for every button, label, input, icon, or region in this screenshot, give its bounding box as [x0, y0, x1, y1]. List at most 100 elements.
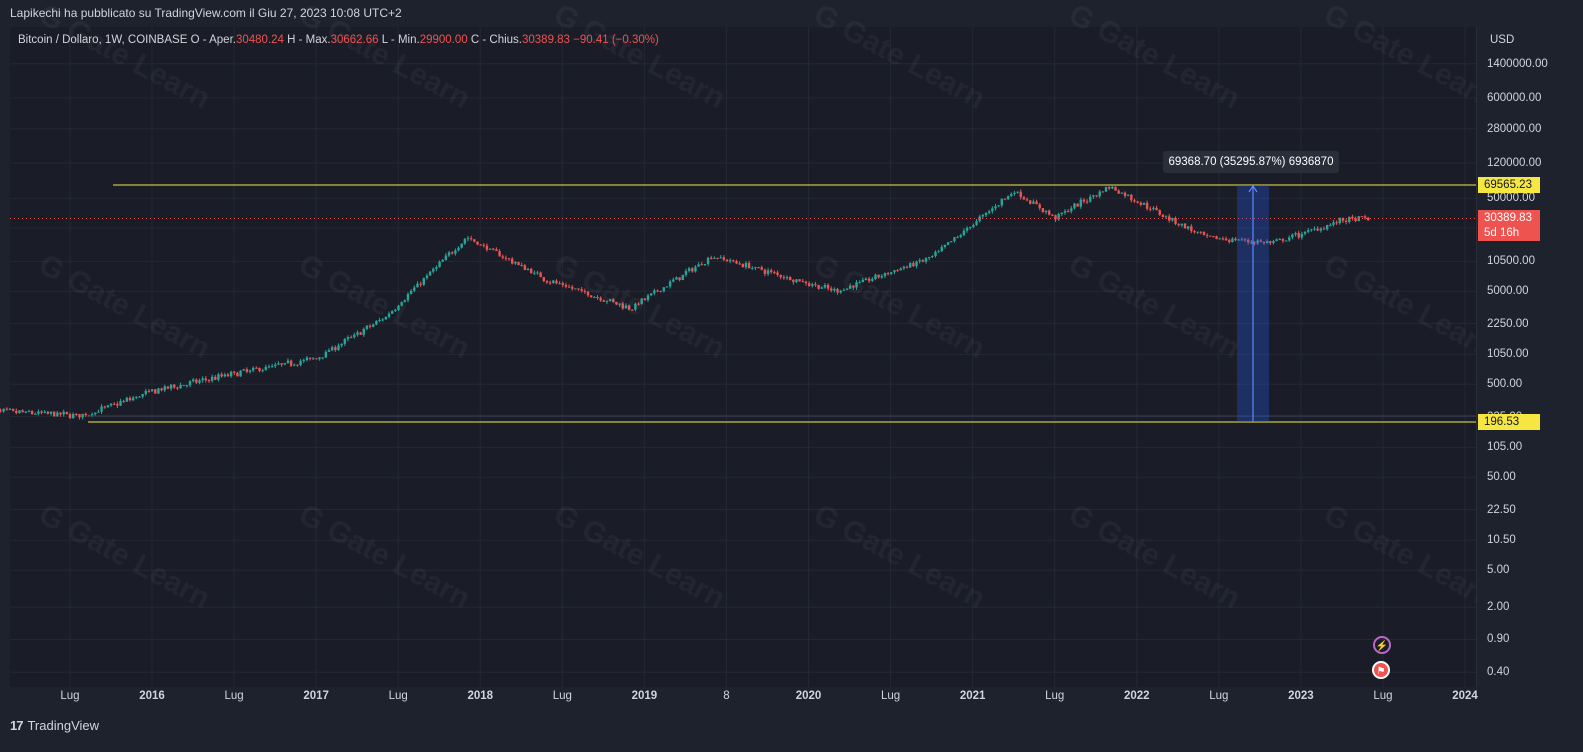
- candle-body: [372, 324, 375, 327]
- candle-body: [713, 257, 716, 259]
- candle-body: [330, 347, 334, 351]
- candle-body: [198, 380, 201, 383]
- candle-body: [34, 413, 37, 415]
- candle-body: [65, 411, 69, 415]
- x-tick-label: Lug: [224, 690, 244, 702]
- candle-body: [1082, 199, 1086, 202]
- candle-body: [653, 290, 656, 294]
- candle-body: [157, 388, 160, 394]
- candle-body: [166, 386, 170, 389]
- candle-body: [905, 266, 909, 268]
- candle-body: [1047, 210, 1051, 215]
- candle-body: [43, 411, 46, 413]
- candle-body: [18, 410, 21, 414]
- candle-body: [270, 366, 274, 368]
- candle-body: [226, 374, 230, 377]
- candle-body: [1316, 228, 1319, 231]
- candle-body: [811, 284, 814, 286]
- x-tick-label: Lug: [552, 690, 572, 702]
- x-tick-label: 2018: [467, 690, 494, 702]
- candle-body: [327, 350, 331, 352]
- candle-body: [703, 264, 707, 266]
- candle-body: [11, 408, 15, 411]
- candle-body: [1300, 233, 1304, 238]
- candle-body: [1234, 238, 1237, 241]
- candle-body: [264, 366, 268, 371]
- symbol-label[interactable]: Bitcoin / Dollaro, 1W, COINBASE: [18, 34, 188, 46]
- candle-body: [138, 396, 141, 398]
- candle-body: [735, 261, 738, 264]
- candle-body: [631, 309, 634, 311]
- candle-body: [248, 370, 252, 372]
- candle-body: [261, 370, 264, 372]
- candle-body: [558, 283, 561, 285]
- candle-body: [997, 205, 1000, 207]
- candle-body: [909, 263, 912, 268]
- candle-body: [640, 298, 643, 304]
- candle-body: [586, 291, 590, 296]
- y-tick-label: 0.90: [1487, 633, 1510, 646]
- candle-body: [842, 289, 846, 291]
- candle-body: [75, 413, 78, 415]
- brand-name: TradingView: [27, 718, 100, 733]
- candle-body: [1186, 226, 1190, 229]
- lightning-icon[interactable]: ⚡: [1373, 636, 1391, 654]
- candle-body: [580, 289, 583, 291]
- candle-body: [109, 403, 113, 406]
- candle-body: [902, 266, 906, 269]
- candle-body: [814, 284, 817, 286]
- candle-body: [687, 268, 691, 271]
- candle-body: [716, 257, 719, 259]
- x-tick-label: Lug: [880, 690, 901, 702]
- candle-body: [185, 385, 189, 387]
- candle-body: [217, 374, 220, 380]
- y-tick-label: 5.00: [1487, 564, 1510, 577]
- candle-body: [788, 277, 792, 281]
- candle-body: [387, 313, 391, 317]
- candle-body: [855, 282, 858, 288]
- candle-body: [1095, 195, 1098, 197]
- candle-body: [1297, 233, 1300, 238]
- candle-body: [131, 397, 135, 401]
- candle-body: [416, 283, 419, 288]
- candle-body: [542, 277, 546, 281]
- candle-body: [1221, 238, 1225, 240]
- candle-body: [223, 374, 226, 377]
- candle-body: [27, 410, 31, 412]
- candle-body: [5, 408, 9, 410]
- candle-body: [927, 257, 931, 259]
- candle-body: [561, 283, 564, 285]
- candle-body: [782, 277, 786, 279]
- candle-body: [195, 379, 198, 383]
- current-price-tag: 30389.83: [1478, 210, 1540, 226]
- x-tick-label: Lug: [1209, 690, 1229, 702]
- candle-body: [744, 262, 748, 268]
- candle-body: [1224, 238, 1228, 241]
- candle-body: [867, 278, 871, 281]
- candle-body: [1275, 239, 1278, 242]
- candle-body: [394, 309, 397, 312]
- candle-body: [1265, 241, 1269, 244]
- candle-body: [776, 272, 779, 275]
- candle-body: [1338, 217, 1341, 224]
- candle-body: [476, 241, 479, 245]
- candle-body: [848, 285, 852, 289]
- candle-body: [741, 263, 744, 268]
- candle-body: [978, 216, 981, 222]
- candle-body: [728, 260, 732, 262]
- candle-body: [643, 298, 647, 300]
- chart-canvas[interactable]: [10, 27, 1476, 687]
- candle-body: [381, 319, 384, 321]
- price-axis[interactable]: [1476, 27, 1583, 687]
- candle-body: [119, 400, 122, 406]
- tradingview-footer[interactable]: 17 TradingView: [10, 718, 99, 733]
- published-info: Lapikechi ha pubblicato su TradingView.c…: [10, 6, 402, 20]
- us-flag-icon[interactable]: ⚑: [1372, 661, 1390, 679]
- x-tick-label: 2022: [1123, 690, 1150, 702]
- close-value: 30389.83: [521, 34, 570, 46]
- candle-body: [1250, 242, 1253, 244]
- bottom-level-tag: 196.53: [1478, 414, 1540, 430]
- candle-body: [1013, 192, 1016, 194]
- candle-body: [375, 320, 378, 325]
